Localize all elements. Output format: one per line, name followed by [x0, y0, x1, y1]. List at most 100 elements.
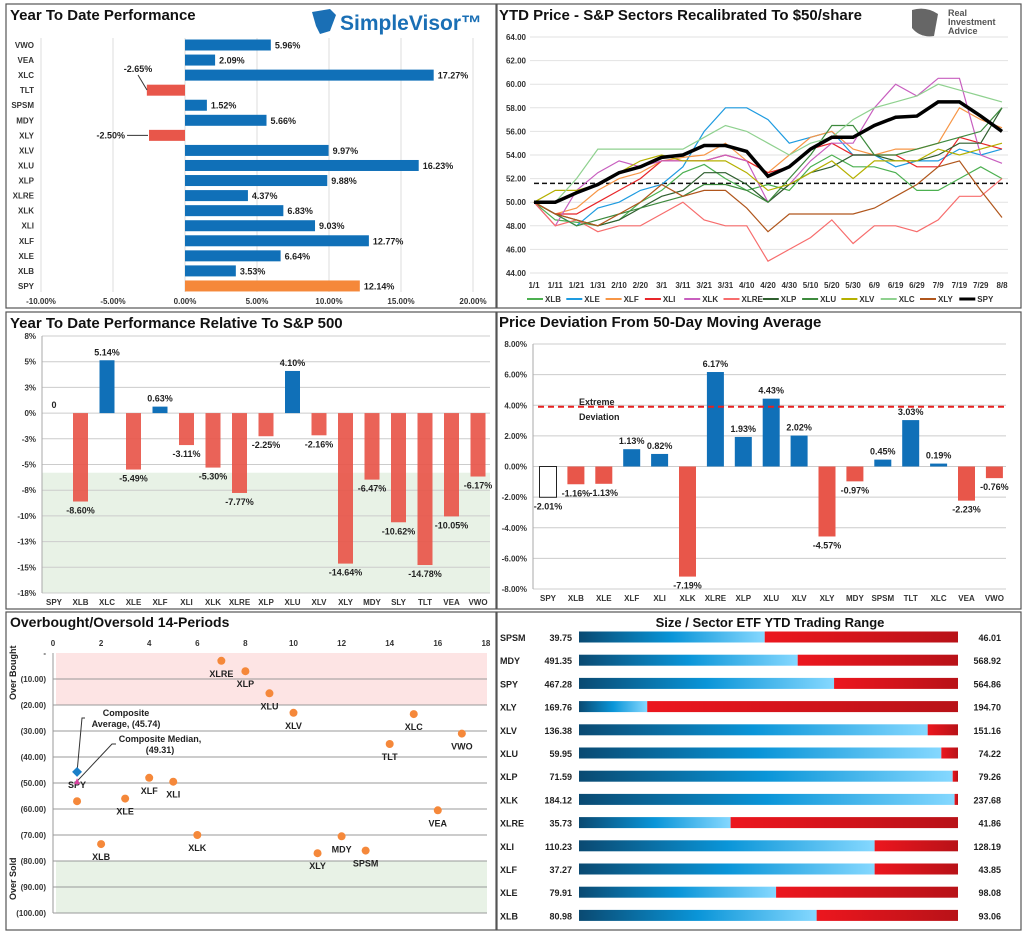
low-value: 39.75 — [549, 633, 572, 643]
legend-label: XLY — [938, 295, 953, 304]
category-label: SPSM — [871, 594, 894, 603]
bar-xlv — [311, 413, 327, 436]
category-label: XLRE — [229, 598, 251, 607]
data-label: -6.47% — [358, 484, 387, 494]
category-label: TLT — [904, 594, 918, 603]
low-value: 467.28 — [544, 679, 572, 689]
logo-text: Real Investment Advice — [948, 8, 996, 36]
point-label: XLC — [405, 722, 424, 732]
y-tick-label: -10% — [17, 512, 36, 521]
category-label: XLE — [126, 598, 142, 607]
category-label: MDY — [846, 594, 864, 603]
leader-line — [76, 717, 85, 772]
point-tlt — [385, 740, 394, 748]
point-xli — [169, 777, 178, 786]
y-tick-label: 3% — [24, 383, 36, 392]
panel-border-2 — [5, 311, 497, 610]
range-low-segment — [579, 886, 777, 898]
composite-median-label: (49.31) — [146, 745, 175, 755]
point-spy — [73, 797, 82, 806]
bar-xlc — [930, 463, 948, 467]
point-xle — [121, 794, 130, 803]
range-row: XLE 79.91 98.08 — [500, 886, 1001, 898]
y-tick-label: 50.00 — [506, 198, 527, 207]
data-label: 0.45% — [870, 447, 896, 457]
data-label: 12.77% — [373, 236, 404, 246]
y-tick-label: -5% — [22, 461, 36, 470]
data-label: -0.97% — [841, 485, 870, 495]
composite-median-marker — [74, 778, 81, 785]
bar-vea — [958, 466, 975, 501]
point-xlc — [409, 710, 418, 719]
low-value: 169.76 — [544, 703, 572, 713]
category-label: XLB — [73, 598, 89, 607]
y-tick-label: (90.00) — [21, 883, 47, 892]
point-xlp — [241, 667, 250, 676]
point-xlk — [193, 831, 202, 839]
category-label: SPY — [540, 594, 557, 603]
category-label: XLRE — [705, 594, 727, 603]
data-label: 5.96% — [275, 41, 301, 51]
data-label: 6.17% — [703, 359, 729, 369]
x-tick-label: 1/1 — [528, 281, 540, 290]
legend-label: XLP — [781, 295, 797, 304]
point-xlu — [265, 689, 274, 698]
data-label: 9.97% — [333, 146, 359, 156]
chart-ytd-price-lines: YTD Price - S&P Sectors Recalibrated To … — [499, 7, 1008, 304]
category-label: XLP — [258, 598, 274, 607]
category-label: XLU — [763, 594, 779, 603]
data-label: -10.62% — [382, 526, 416, 536]
bar-xli — [651, 453, 669, 467]
x-tick-label: 3/31 — [718, 281, 734, 290]
bar-sly — [391, 413, 406, 523]
bar-xlre — [232, 413, 247, 493]
series-line-xly — [533, 160, 1003, 233]
y-tick-label: 8.00% — [504, 340, 527, 349]
point-spsm — [361, 846, 370, 855]
x-tick-label: 5/10 — [803, 281, 819, 290]
data-label: -4.57% — [813, 540, 842, 550]
bar-xly — [338, 413, 353, 564]
point-xly — [313, 849, 322, 858]
data-label: 17.27% — [438, 71, 469, 81]
chart-title: Year To Date Performance Relative To S&P… — [10, 315, 343, 332]
x-tick-label: 1/11 — [548, 281, 564, 290]
ticker-label: SPY — [500, 679, 518, 689]
x-tick-label: 3/1 — [656, 281, 668, 290]
series-line-xlc — [534, 83, 1003, 203]
data-label: -6.17% — [464, 481, 493, 491]
data-label: -2.01% — [534, 501, 563, 511]
range-low-segment — [579, 631, 765, 643]
data-label: -8.60% — [66, 506, 95, 516]
series-line-xlu — [533, 107, 1003, 227]
panel-border-4 — [5, 611, 497, 931]
ticker-label: XLE — [500, 888, 518, 898]
point-label: XLI — [166, 790, 180, 800]
low-value: 71.59 — [549, 772, 572, 782]
data-label: -5.30% — [199, 472, 228, 482]
x-tick-label: 5.00% — [246, 297, 269, 306]
category-label: XLV — [312, 598, 328, 607]
category-label: SPY — [46, 598, 63, 607]
y-tick-label: (10.00) — [21, 675, 47, 684]
range-row: MDY 491.35 568.92 — [500, 654, 1001, 666]
data-label: -14.64% — [329, 568, 363, 578]
leader-line — [76, 743, 116, 782]
oversold-label: Over Sold — [8, 857, 18, 900]
bar-xlu — [762, 398, 780, 467]
high-value: 43.85 — [978, 865, 1001, 875]
x-tick-label: 6/19 — [888, 281, 904, 290]
legend-label: XLF — [624, 295, 639, 304]
ticker-label: XLV — [500, 726, 517, 736]
range-low-segment — [579, 840, 875, 852]
high-value: 41.86 — [978, 819, 1001, 829]
category-label: XLU — [285, 598, 301, 607]
category-label: XLI — [22, 222, 34, 231]
y-tick-label: 56.00 — [506, 127, 527, 136]
range-low-segment — [579, 724, 928, 736]
x-tick-label: 14 — [385, 639, 394, 648]
x-tick-label: 6/29 — [909, 281, 925, 290]
x-tick-label: 4/30 — [781, 281, 797, 290]
x-tick-label: 1/21 — [569, 281, 585, 290]
category-label: XLC — [931, 594, 947, 603]
